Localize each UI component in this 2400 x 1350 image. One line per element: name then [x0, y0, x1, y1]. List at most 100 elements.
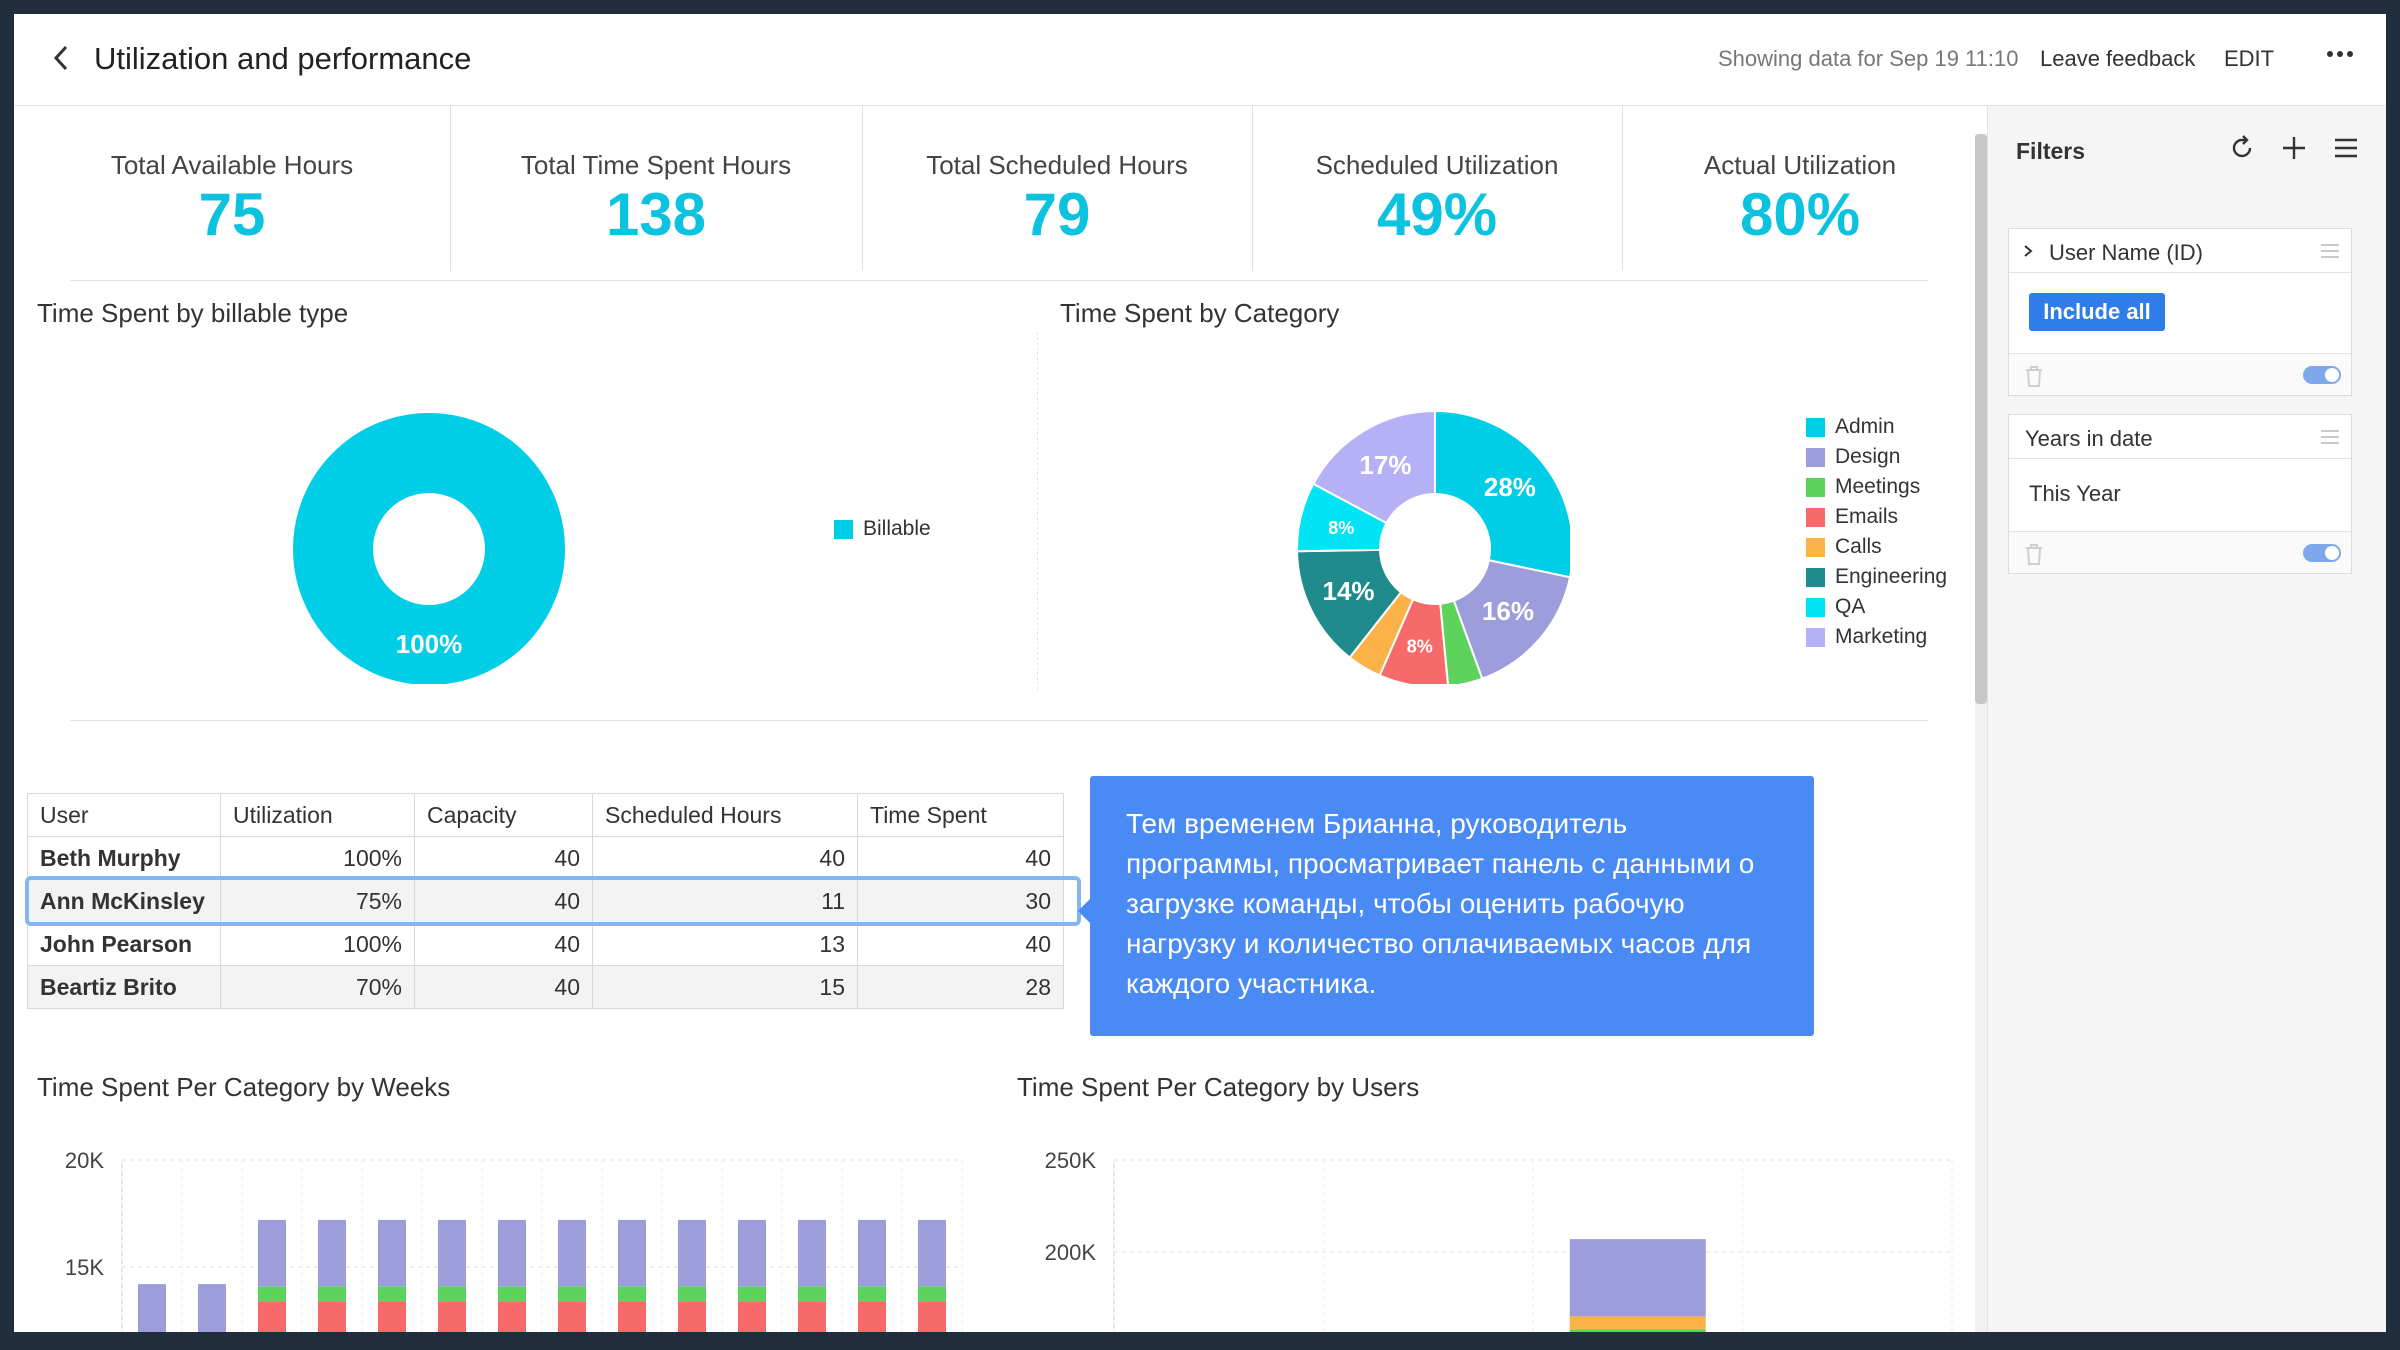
bar-design-w12[interactable] [798, 1219, 826, 1287]
table-header-row: User Utilization Capacity Scheduled Hour… [27, 793, 1064, 837]
legend-item-engineering[interactable]: Engineering [1806, 562, 1947, 592]
legend-item-calls[interactable]: Calls [1806, 532, 1947, 562]
bar-design-w13[interactable] [858, 1219, 886, 1287]
column-header-time-spent[interactable]: Time Spent [857, 793, 1064, 837]
filter-enabled-toggle[interactable] [2303, 544, 2341, 562]
more-options-button[interactable] [2320, 34, 2360, 74]
bar-meetings-w14[interactable] [918, 1286, 946, 1302]
bar-meetings-u3[interactable] [1569, 1329, 1706, 1332]
kpi-value: 80% [1739, 181, 1861, 248]
bar-design-w14[interactable] [918, 1219, 946, 1287]
bar-meetings-w13[interactable] [858, 1286, 886, 1302]
bar-meetings-w6[interactable] [438, 1286, 466, 1302]
slice-engineering[interactable] [1296, 548, 1403, 659]
column-header-utilization[interactable]: Utilization [220, 793, 415, 837]
bar-meetings-w10[interactable] [678, 1286, 706, 1302]
cell-time-spent: 40 [857, 922, 1064, 966]
drag-handle-icon[interactable] [2319, 241, 2341, 261]
bar-meetings-w5[interactable] [378, 1286, 406, 1302]
bar-meetings-w12[interactable] [798, 1286, 826, 1302]
bar-emails-w14[interactable] [918, 1301, 946, 1332]
cell-time-spent: 40 [857, 836, 1064, 880]
bar-emails-w13[interactable] [858, 1301, 886, 1332]
bar-design-w3[interactable] [258, 1219, 286, 1287]
bar-emails-w6[interactable] [438, 1301, 466, 1332]
bar-design-w8[interactable] [558, 1219, 586, 1287]
cell-scheduled-hours: 40 [592, 836, 858, 880]
bar-meetings-w11[interactable] [738, 1286, 766, 1302]
trash-icon[interactable] [2023, 364, 2045, 388]
bar-emails-w8[interactable] [558, 1301, 586, 1332]
bar-meetings-w8[interactable] [558, 1286, 586, 1302]
trash-icon[interactable] [2023, 542, 2045, 566]
bar-design-w1[interactable] [138, 1284, 166, 1332]
legend-item-emails[interactable]: Emails [1806, 502, 1947, 532]
reset-filters-button[interactable] [2224, 130, 2260, 166]
kpi-value: 49% [1376, 181, 1498, 248]
bar-design-w10[interactable] [678, 1219, 706, 1287]
bar-meetings-w7[interactable] [498, 1286, 526, 1302]
column-header-scheduled-hours[interactable]: Scheduled Hours [592, 793, 858, 837]
back-button[interactable] [44, 40, 80, 76]
bar-design-w2[interactable] [198, 1284, 226, 1332]
table-row[interactable]: Beth Murphy 100% 40 40 40 [27, 836, 1064, 880]
bar-design-w7[interactable] [498, 1219, 526, 1287]
legend-item-qa[interactable]: QA [1806, 592, 1947, 622]
slice-label: 100% [396, 629, 463, 659]
slice-marketing[interactable] [1312, 409, 1436, 525]
slice-design[interactable] [1452, 559, 1570, 680]
include-all-button[interactable]: Include all [2029, 293, 2165, 331]
bar-emails-w12[interactable] [798, 1301, 826, 1332]
drag-handle-icon[interactable] [2319, 427, 2341, 447]
filter-card-header[interactable]: Years in date [2009, 415, 2351, 459]
bar-emails-w9[interactable] [618, 1301, 646, 1332]
cell-capacity: 40 [414, 879, 593, 923]
bar-emails-w7[interactable] [498, 1301, 526, 1332]
filters-menu-button[interactable] [2328, 130, 2364, 166]
bar-emails-w10[interactable] [678, 1301, 706, 1332]
cell-user: Ann McKinsley [27, 879, 221, 923]
filter-body: This Year [2009, 459, 2351, 531]
edit-button[interactable]: EDIT [2224, 46, 2275, 71]
kpi-value: 138 [605, 181, 707, 248]
bar-calls-u3[interactable] [1569, 1316, 1706, 1330]
table-row[interactable]: John Pearson 100% 40 13 40 [27, 922, 1064, 966]
legend-item-billable[interactable]: Billable [834, 514, 931, 544]
column-header-user[interactable]: User [27, 793, 221, 837]
leave-feedback-link[interactable]: Leave feedback [2040, 46, 2196, 71]
add-filter-button[interactable] [2276, 130, 2312, 166]
column-header-capacity[interactable]: Capacity [414, 793, 593, 837]
bar-emails-w4[interactable] [318, 1301, 346, 1332]
bar-design-w4[interactable] [318, 1219, 346, 1287]
bar-emails-w3[interactable] [258, 1301, 286, 1332]
filter-card-header[interactable]: User Name (ID) [2009, 229, 2351, 273]
table-row[interactable]: Beartiz Brito 70% 40 15 28 [27, 965, 1064, 1009]
cell-utilization: 100% [220, 836, 415, 880]
filter-card-footer [2009, 353, 2351, 395]
kpi-total-time-spent-hours: Total Time Spent Hours 138 [450, 106, 862, 273]
filter-value[interactable]: This Year [2029, 481, 2121, 506]
legend-item-admin[interactable]: Admin [1806, 412, 1947, 442]
bar-design-w9[interactable] [618, 1219, 646, 1287]
legend-swatch [1806, 417, 1825, 437]
bar-design-u3[interactable] [1569, 1239, 1706, 1317]
scrollbar-thumb[interactable] [1975, 134, 1987, 704]
chevron-left-icon [53, 45, 68, 71]
slice-admin[interactable] [1434, 409, 1570, 579]
slice-billable[interactable] [293, 413, 565, 684]
bar-meetings-w4[interactable] [318, 1286, 346, 1302]
y-tick-label: 250K [1045, 1148, 1097, 1173]
bar-design-w11[interactable] [738, 1219, 766, 1287]
bar-meetings-w9[interactable] [618, 1286, 646, 1302]
chart-title-users: Time Spent Per Category by Users [1017, 1072, 1420, 1102]
bar-emails-w5[interactable] [378, 1301, 406, 1332]
bar-meetings-w3[interactable] [258, 1286, 286, 1302]
legend-item-marketing[interactable]: Marketing [1806, 622, 1947, 652]
bar-emails-w11[interactable] [738, 1301, 766, 1332]
bar-design-w5[interactable] [378, 1219, 406, 1287]
legend-item-meetings[interactable]: Meetings [1806, 472, 1947, 502]
filter-enabled-toggle[interactable] [2303, 366, 2341, 384]
legend-item-design[interactable]: Design [1806, 442, 1947, 472]
table-row-selected[interactable]: Ann McKinsley 75% 40 11 30 [27, 879, 1064, 923]
bar-design-w6[interactable] [438, 1219, 466, 1287]
